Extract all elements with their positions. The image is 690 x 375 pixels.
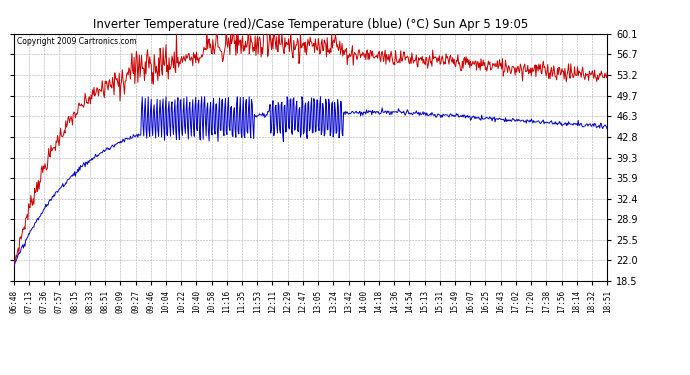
Title: Inverter Temperature (red)/Case Temperature (blue) (°C) Sun Apr 5 19:05: Inverter Temperature (red)/Case Temperat…: [93, 18, 528, 31]
Text: Copyright 2009 Cartronics.com: Copyright 2009 Cartronics.com: [17, 38, 137, 46]
